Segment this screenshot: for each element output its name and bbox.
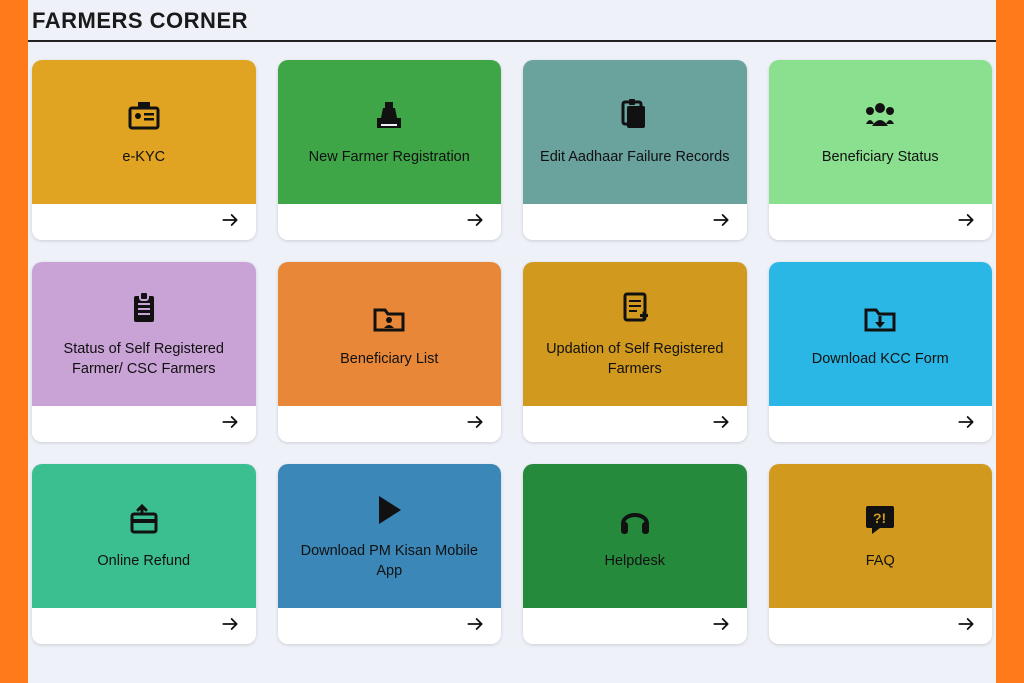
faq-icon: [858, 500, 902, 538]
card-id-card[interactable]: e-KYC: [32, 60, 256, 240]
card-body: Download PM Kisan Mobile App: [278, 464, 502, 608]
arrow-right-icon: [465, 614, 485, 639]
cash-register-icon: [367, 96, 411, 134]
card-body: Updation of Self Registered Farmers: [523, 262, 747, 406]
card-play-store[interactable]: Download PM Kisan Mobile App: [278, 464, 502, 644]
card-folder-download[interactable]: Download KCC Form: [769, 262, 993, 442]
card-label: Beneficiary Status: [822, 148, 939, 168]
arrow-right-icon: [220, 412, 240, 437]
card-body: New Farmer Registration: [278, 60, 502, 204]
card-label: Updation of Self Registered Farmers: [537, 340, 733, 379]
card-body: Download KCC Form: [769, 262, 993, 406]
arrow-right-icon: [220, 210, 240, 235]
cards-grid: e-KYC New Farmer Registration Edit Aadhaar…: [28, 60, 996, 644]
card-card-refund[interactable]: Online Refund: [32, 464, 256, 644]
clipboard-stack-icon: [613, 96, 657, 134]
card-body: FAQ: [769, 464, 993, 608]
card-headphones[interactable]: Helpdesk: [523, 464, 747, 644]
file-plus-icon: [613, 288, 657, 326]
card-label: Beneficiary List: [340, 350, 438, 370]
card-label: Online Refund: [97, 552, 190, 572]
card-footer[interactable]: [32, 608, 256, 644]
card-footer[interactable]: [278, 608, 502, 644]
card-footer[interactable]: [32, 406, 256, 442]
card-footer[interactable]: [523, 608, 747, 644]
card-label: FAQ: [866, 552, 895, 572]
clipboard-list-icon: [122, 288, 166, 326]
arrow-right-icon: [465, 412, 485, 437]
headphones-icon: [613, 500, 657, 538]
card-label: Download PM Kisan Mobile App: [292, 542, 488, 581]
id-card-icon: [122, 96, 166, 134]
card-body: Beneficiary List: [278, 262, 502, 406]
card-footer[interactable]: [523, 204, 747, 240]
title-divider: [28, 40, 996, 42]
arrow-right-icon: [711, 412, 731, 437]
card-body: Edit Aadhaar Failure Records: [523, 60, 747, 204]
card-footer[interactable]: [278, 406, 502, 442]
card-footer[interactable]: [32, 204, 256, 240]
play-store-icon: [367, 490, 411, 528]
card-footer[interactable]: [523, 406, 747, 442]
card-label: Status of Self Registered Farmer/ CSC Fa…: [46, 340, 242, 379]
arrow-right-icon: [956, 412, 976, 437]
card-footer[interactable]: [278, 204, 502, 240]
card-label: Edit Aadhaar Failure Records: [540, 148, 729, 168]
card-clipboard-stack[interactable]: Edit Aadhaar Failure Records: [523, 60, 747, 240]
arrow-right-icon: [465, 210, 485, 235]
card-footer[interactable]: [769, 406, 993, 442]
card-body: Beneficiary Status: [769, 60, 993, 204]
card-footer[interactable]: [769, 204, 993, 240]
arrow-right-icon: [711, 210, 731, 235]
card-folder-user[interactable]: Beneficiary List: [278, 262, 502, 442]
folder-user-icon: [367, 298, 411, 336]
card-body: Status of Self Registered Farmer/ CSC Fa…: [32, 262, 256, 406]
card-footer[interactable]: [769, 608, 993, 644]
card-body: e-KYC: [32, 60, 256, 204]
card-label: Download KCC Form: [812, 350, 949, 370]
card-refund-icon: [122, 500, 166, 538]
card-label: Helpdesk: [605, 552, 665, 572]
folder-download-icon: [858, 298, 902, 336]
arrow-right-icon: [711, 614, 731, 639]
content-panel: FARMERS CORNER e-KYC New Farmer Registrat…: [28, 0, 996, 683]
card-body: Online Refund: [32, 464, 256, 608]
arrow-right-icon: [956, 210, 976, 235]
page-title: FARMERS CORNER: [28, 6, 996, 40]
users-icon: [858, 96, 902, 134]
arrow-right-icon: [956, 614, 976, 639]
arrow-right-icon: [220, 614, 240, 639]
card-label: e-KYC: [122, 148, 165, 168]
card-file-plus[interactable]: Updation of Self Registered Farmers: [523, 262, 747, 442]
card-body: Helpdesk: [523, 464, 747, 608]
card-cash-register[interactable]: New Farmer Registration: [278, 60, 502, 240]
card-users[interactable]: Beneficiary Status: [769, 60, 993, 240]
card-faq[interactable]: FAQ: [769, 464, 993, 644]
card-clipboard-list[interactable]: Status of Self Registered Farmer/ CSC Fa…: [32, 262, 256, 442]
card-label: New Farmer Registration: [309, 148, 470, 168]
